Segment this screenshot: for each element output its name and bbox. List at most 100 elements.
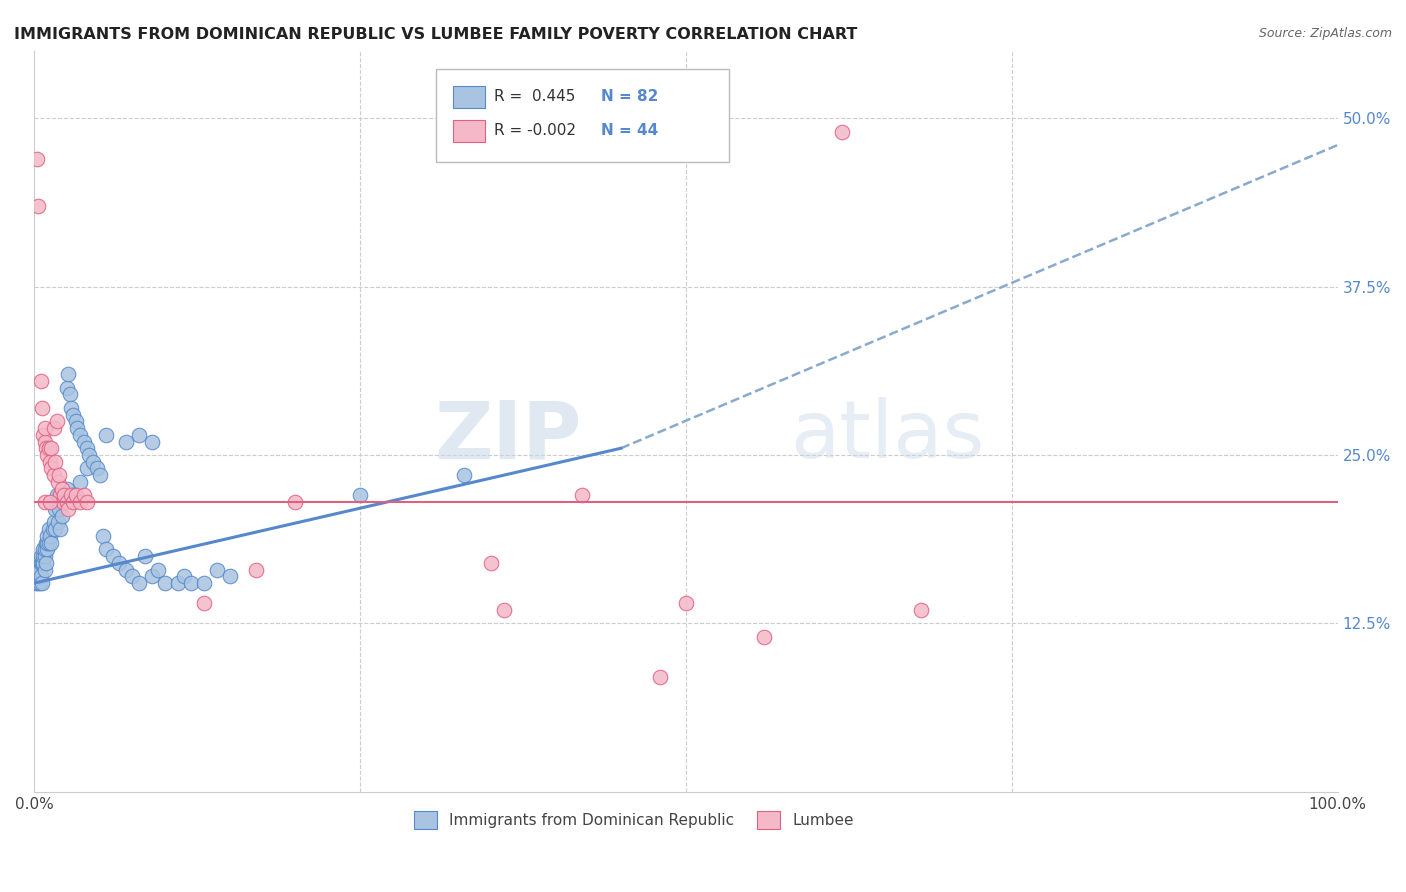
Point	[56, 482, 79, 496]
Point	[141, 569, 163, 583]
Point	[245, 563, 267, 577]
Point	[32, 549, 55, 563]
Point	[193, 576, 215, 591]
Text: Source: ZipAtlas.com: Source: ZipAtlas.com	[1258, 27, 1392, 40]
Point	[34, 421, 56, 435]
Point	[32, 427, 55, 442]
Point	[52, 495, 75, 509]
Point	[49, 488, 72, 502]
Point	[25, 569, 48, 583]
Point	[76, 461, 98, 475]
Point	[173, 569, 195, 583]
Point	[94, 542, 117, 557]
Point	[39, 535, 62, 549]
Point	[34, 495, 56, 509]
Point	[101, 549, 124, 563]
Point	[166, 576, 188, 591]
Point	[48, 468, 70, 483]
Point	[44, 455, 66, 469]
Point	[30, 569, 52, 583]
Point	[93, 529, 115, 543]
FancyBboxPatch shape	[453, 120, 485, 142]
Point	[42, 421, 65, 435]
Point	[69, 475, 91, 489]
Point	[453, 468, 475, 483]
Point	[44, 522, 66, 536]
Point	[831, 124, 853, 138]
Point	[34, 563, 56, 577]
Point	[39, 455, 62, 469]
Point	[39, 529, 62, 543]
Point	[25, 563, 48, 577]
Text: IMMIGRANTS FROM DOMINICAN REPUBLIC VS LUMBEE FAMILY POVERTY CORRELATION CHART: IMMIGRANTS FROM DOMINICAN REPUBLIC VS LU…	[14, 27, 858, 42]
Point	[62, 495, 84, 509]
Point	[27, 569, 49, 583]
Point	[42, 516, 65, 530]
Point	[910, 603, 932, 617]
Point	[27, 556, 49, 570]
Point	[56, 495, 79, 509]
Point	[37, 448, 59, 462]
Point	[134, 549, 156, 563]
FancyBboxPatch shape	[453, 86, 485, 108]
Point	[648, 670, 671, 684]
Point	[34, 542, 56, 557]
Point	[30, 374, 52, 388]
Text: N = 44: N = 44	[602, 123, 658, 138]
Text: ZIP: ZIP	[434, 397, 582, 475]
Point	[53, 488, 76, 502]
Text: R =  0.445: R = 0.445	[495, 89, 576, 104]
Point	[39, 442, 62, 456]
Point	[58, 387, 80, 401]
Text: R = -0.002: R = -0.002	[495, 123, 576, 138]
Point	[114, 434, 136, 449]
Point	[45, 414, 67, 428]
Point	[94, 427, 117, 442]
Point	[34, 434, 56, 449]
Point	[48, 502, 70, 516]
Point	[73, 488, 96, 502]
Point	[37, 535, 59, 549]
Point	[58, 367, 80, 381]
Point	[49, 488, 72, 502]
Point	[28, 576, 51, 591]
Point	[479, 556, 502, 570]
Point	[35, 442, 58, 456]
Legend: Immigrants from Dominican Republic, Lumbee: Immigrants from Dominican Republic, Lumb…	[406, 804, 862, 836]
Point	[76, 442, 98, 456]
Point	[39, 461, 62, 475]
Point	[76, 495, 98, 509]
Point	[31, 556, 53, 570]
Point	[31, 401, 53, 415]
Point	[65, 414, 87, 428]
Point	[27, 199, 49, 213]
Point	[108, 556, 131, 570]
Point	[89, 468, 111, 483]
Point	[218, 569, 240, 583]
Point	[284, 495, 307, 509]
Point	[46, 516, 69, 530]
Point	[128, 427, 150, 442]
Point	[49, 522, 72, 536]
Point	[148, 563, 170, 577]
Point	[492, 603, 515, 617]
Point	[31, 576, 53, 591]
Point	[45, 488, 67, 502]
Point	[66, 421, 89, 435]
Point	[51, 508, 73, 523]
Point	[82, 455, 104, 469]
Point	[28, 563, 51, 577]
Point	[38, 522, 60, 536]
Text: N = 82: N = 82	[602, 89, 658, 104]
Point	[51, 482, 73, 496]
Point	[205, 563, 228, 577]
Point	[25, 152, 48, 166]
Point	[59, 488, 82, 502]
Point	[77, 448, 100, 462]
Point	[30, 549, 52, 563]
Point	[754, 630, 776, 644]
Point	[571, 488, 593, 502]
Text: atlas: atlas	[790, 397, 984, 475]
Point	[73, 434, 96, 449]
Point	[44, 502, 66, 516]
